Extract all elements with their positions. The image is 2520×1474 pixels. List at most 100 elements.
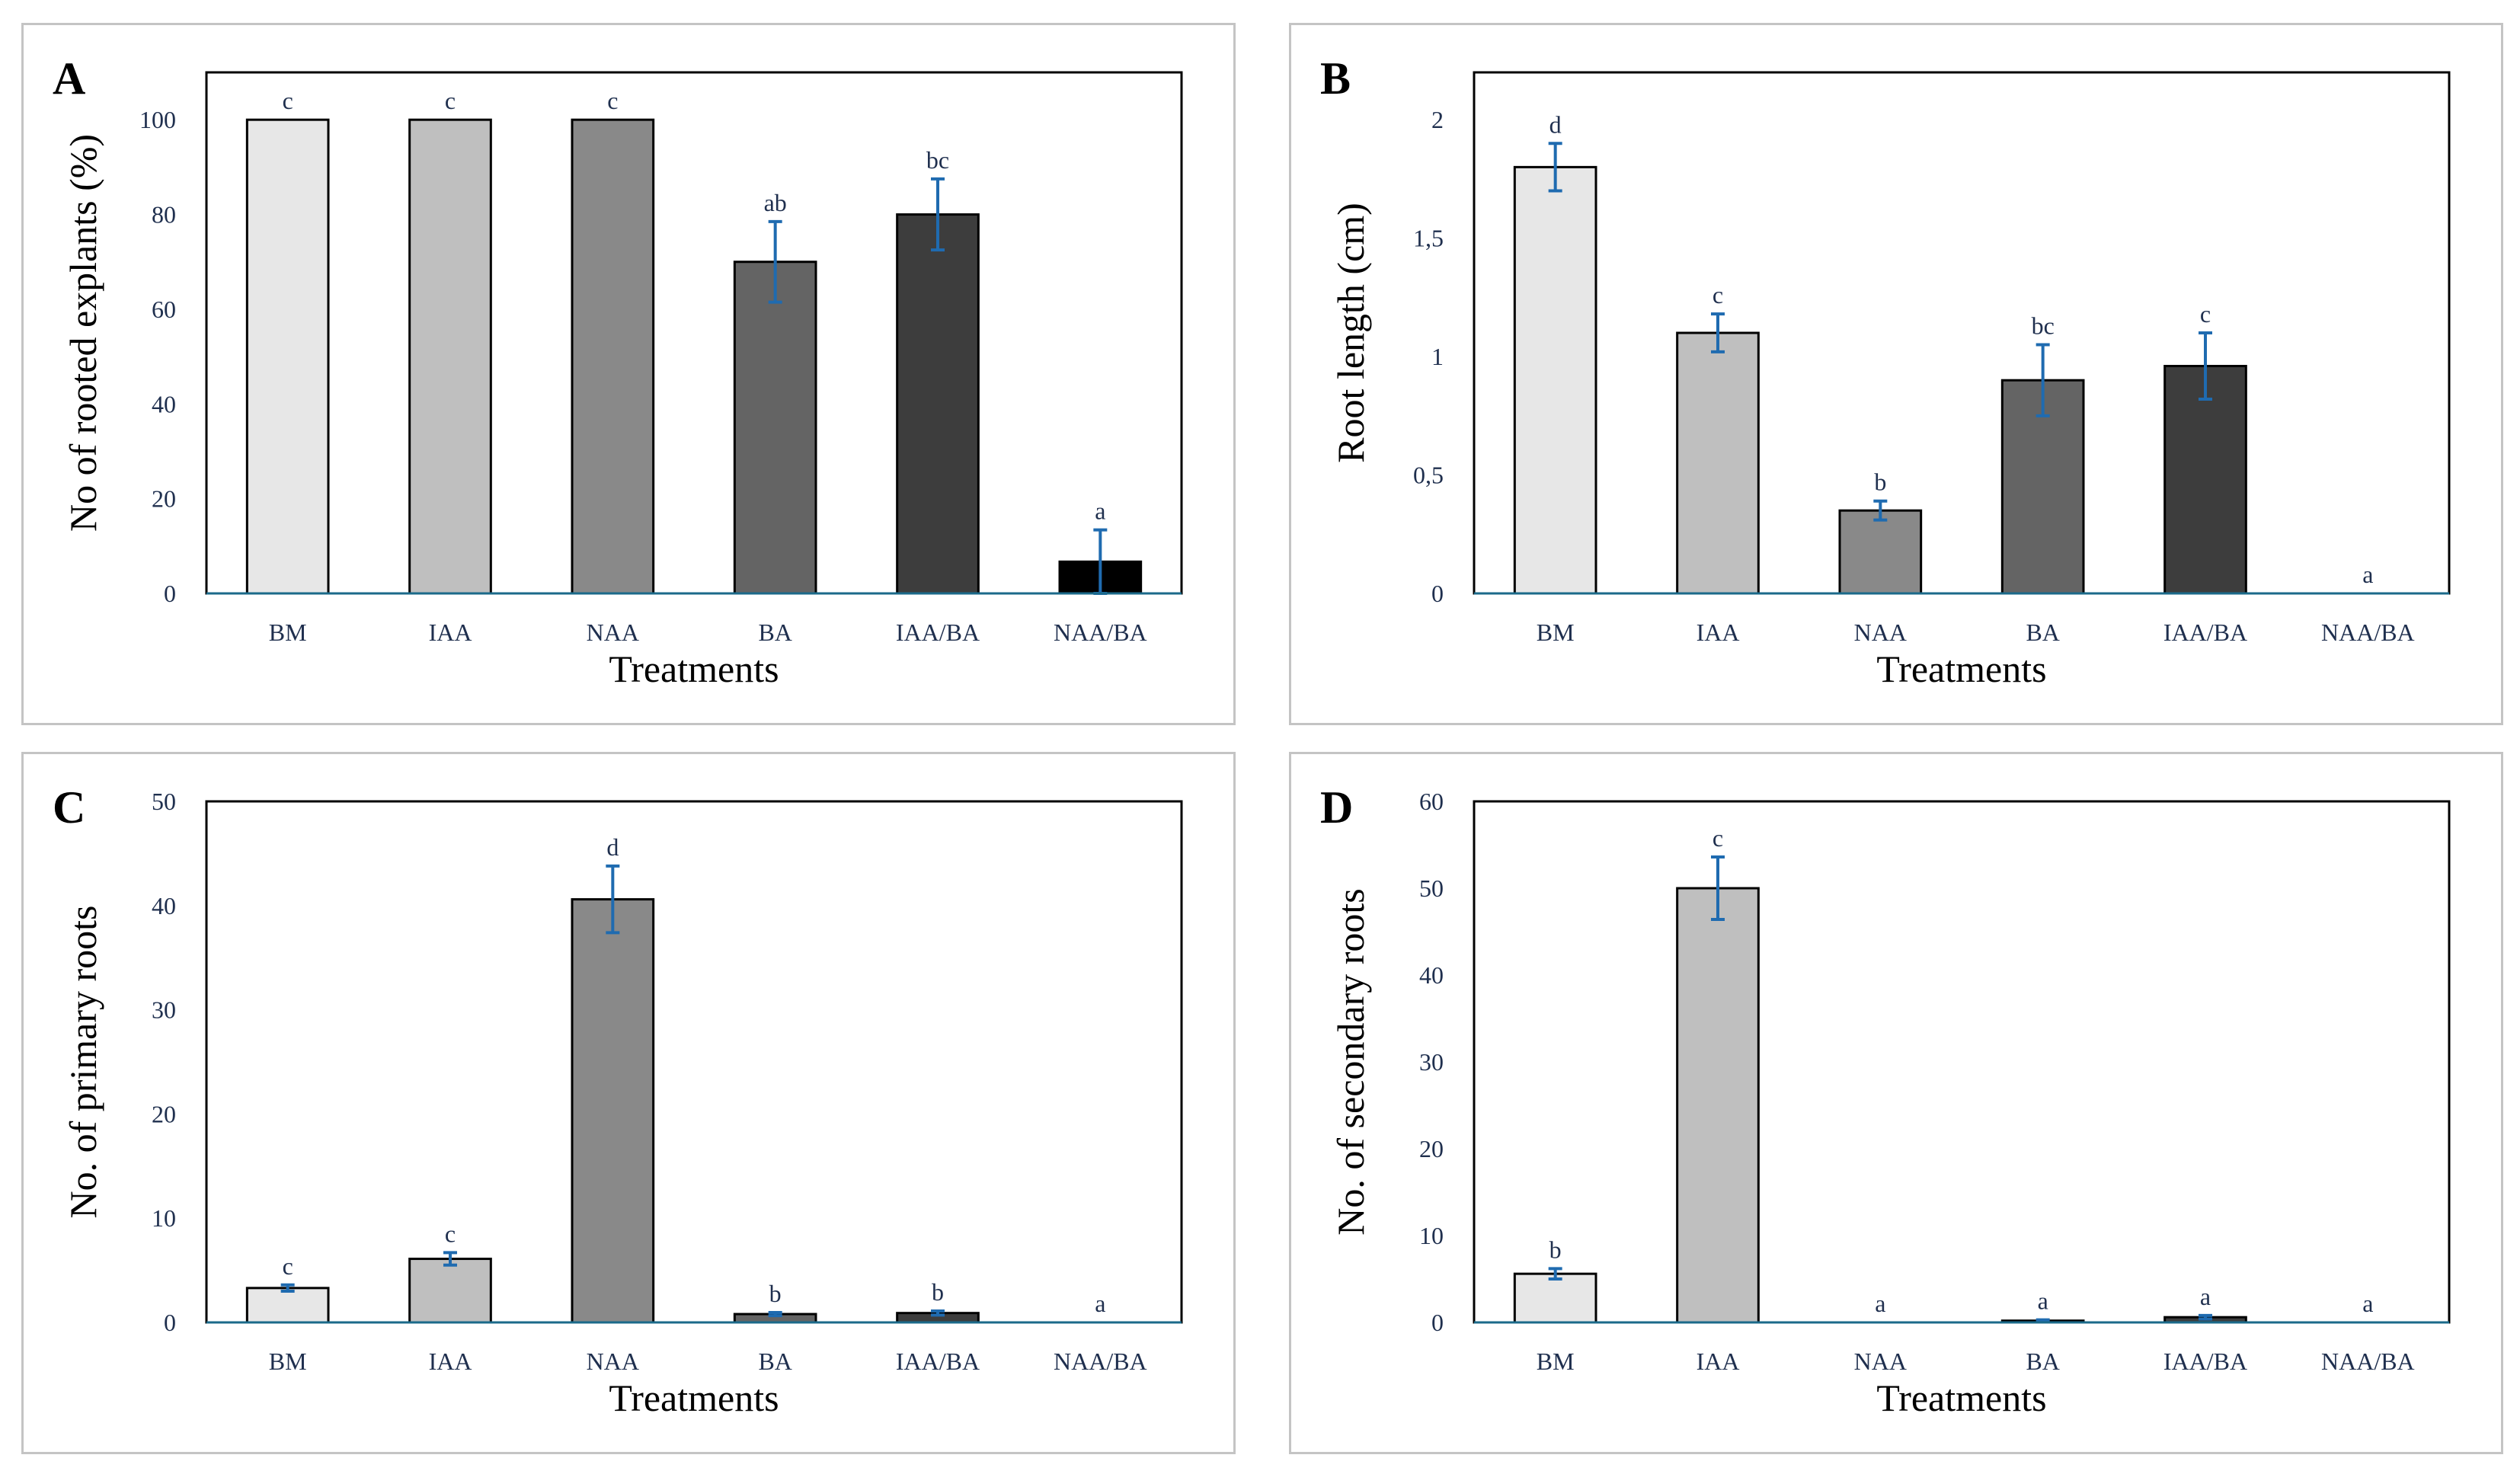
- chart-d: 0 10 20 30 40 50 60 b BM c IAA a NAA a BA a IAA/BA a NAA/B…: [1320, 782, 2451, 1419]
- error-bar: [443, 1251, 457, 1267]
- significance-label: c: [283, 87, 293, 114]
- bar: [245, 1287, 330, 1324]
- significance-label: a: [2200, 1283, 2211, 1310]
- bar: [571, 118, 655, 595]
- y-tick-label: 40: [1419, 961, 1444, 989]
- panel-d: 0 10 20 30 40 50 60 b BM c IAA a NAA a BA a IAA/BA a NAA/B…: [1289, 752, 2503, 1454]
- x-axis-title: Treatments: [609, 1376, 779, 1419]
- error-bar: [1548, 142, 1562, 193]
- bar: [2163, 365, 2247, 595]
- significance-label: b: [932, 1278, 944, 1306]
- x-tick-label: BA: [2026, 619, 2059, 646]
- error-bar: [768, 1311, 782, 1318]
- x-axis-title: Treatments: [609, 647, 779, 690]
- error-bar: [1548, 1267, 1562, 1281]
- y-tick-label: 0: [164, 580, 176, 607]
- significance-label: a: [1095, 1290, 1105, 1317]
- x-tick-label: IAA/BA: [896, 1348, 980, 1375]
- significance-label: c: [1713, 824, 1723, 852]
- plot-frame: [1473, 71, 2451, 595]
- x-tick-label: IAA/BA: [2163, 619, 2247, 646]
- significance-label: c: [1713, 281, 1723, 309]
- y-tick-label: 80: [152, 201, 176, 229]
- x-axis-title: Treatments: [1876, 647, 2046, 690]
- y-tick-label: 100: [139, 106, 176, 133]
- x-tick-label: BA: [2026, 1348, 2059, 1375]
- panel-label: A: [53, 53, 85, 104]
- significance-label: b: [769, 1280, 782, 1307]
- bar: [1513, 165, 1597, 595]
- significance-label: c: [445, 87, 456, 114]
- significance-label: d: [606, 833, 619, 861]
- y-tick-label: 0: [1431, 580, 1444, 607]
- y-tick-label: 0: [164, 1309, 176, 1336]
- y-axis-title: No of rooted explants (%): [62, 134, 104, 532]
- error-bar: [2036, 343, 2050, 417]
- y-tick-label: 10: [152, 1204, 176, 1232]
- error-bar: [2199, 331, 2212, 401]
- y-tick-label: 2: [1431, 106, 1444, 133]
- chart-b: 0 0,5 1 1,5 2 d BM c IAA b NAA bc BA c IAA/BA a NAA/BA Tr…: [1320, 53, 2451, 690]
- y-tick-label: 10: [1419, 1222, 1444, 1249]
- plot-frame: [205, 800, 1183, 1324]
- error-bar: [1873, 499, 1888, 522]
- x-tick-label: IAA: [1697, 1348, 1740, 1375]
- y-tick-label: 40: [152, 390, 176, 417]
- y-tick-label: 50: [1419, 874, 1444, 902]
- error-bar: [768, 219, 782, 304]
- x-axis-title: Treatments: [1876, 1376, 2046, 1419]
- y-tick-label: 30: [152, 996, 176, 1024]
- significance-label: d: [1549, 110, 1562, 138]
- bar: [733, 261, 817, 595]
- y-tick-label: 60: [152, 296, 176, 323]
- bar: [1513, 1272, 1597, 1324]
- significance-label: a: [2362, 561, 2373, 588]
- x-tick-label: IAA: [429, 1348, 472, 1375]
- x-tick-label: BA: [758, 1348, 791, 1375]
- y-tick-label: 0: [1431, 1309, 1444, 1336]
- bar: [408, 1258, 492, 1324]
- error-bar: [2199, 1313, 2212, 1321]
- error-bar: [1711, 855, 1725, 922]
- panel-c: 0 10 20 30 40 50 c BM c IAA d NAA b BA b IAA/BA a NAA/BA T…: [21, 752, 1236, 1454]
- x-tick-label: BM: [1537, 1348, 1575, 1375]
- significance-label: a: [2038, 1287, 2048, 1315]
- x-tick-label: IAA/BA: [2163, 1348, 2247, 1375]
- plot-frame: [1473, 800, 2451, 1324]
- x-tick-label: NAA/BA: [2321, 1348, 2415, 1375]
- panel-label: B: [1320, 53, 1351, 104]
- y-tick-label: 1,5: [1413, 225, 1444, 252]
- x-tick-label: BM: [269, 619, 307, 646]
- error-bar: [1711, 312, 1725, 353]
- plot-frame: [205, 71, 1183, 595]
- bar: [571, 898, 655, 1324]
- y-axis-title: No. of primary roots: [62, 905, 104, 1218]
- bar: [1838, 509, 1923, 595]
- panel-b: 0 0,5 1 1,5 2 d BM c IAA b NAA bc BA c IAA/BA a NAA/BA Tr…: [1289, 23, 2503, 725]
- x-tick-label: NAA: [587, 1348, 639, 1375]
- x-tick-label: NAA/BA: [2321, 619, 2415, 646]
- error-bar: [931, 1309, 945, 1317]
- y-tick-label: 0,5: [1413, 462, 1444, 489]
- significance-label: bc: [926, 146, 949, 174]
- x-tick-label: IAA: [1697, 619, 1740, 646]
- panel-label: C: [53, 782, 85, 833]
- x-tick-label: NAA: [1854, 619, 1907, 646]
- bar: [245, 118, 330, 595]
- x-tick-label: BM: [1537, 619, 1575, 646]
- y-axis-title: No. of secondary roots: [1329, 888, 1372, 1235]
- x-tick-label: NAA: [587, 619, 639, 646]
- error-bar: [280, 1283, 295, 1293]
- x-tick-label: NAA/BA: [1054, 619, 1147, 646]
- significance-label: c: [2200, 300, 2211, 328]
- error-bar: [931, 177, 945, 252]
- y-tick-label: 50: [152, 788, 176, 815]
- significance-label: c: [445, 1220, 456, 1247]
- bar: [1676, 331, 1760, 595]
- y-tick-label: 30: [1419, 1048, 1444, 1076]
- x-tick-label: NAA/BA: [1054, 1348, 1147, 1375]
- y-tick-label: 1: [1431, 343, 1444, 370]
- y-tick-label: 20: [1419, 1135, 1444, 1162]
- bar: [896, 213, 980, 595]
- panel-a: 0 20 40 60 80 100 c BM c IAA c NAA ab BA bc IAA/BA a NAA/…: [21, 23, 1236, 725]
